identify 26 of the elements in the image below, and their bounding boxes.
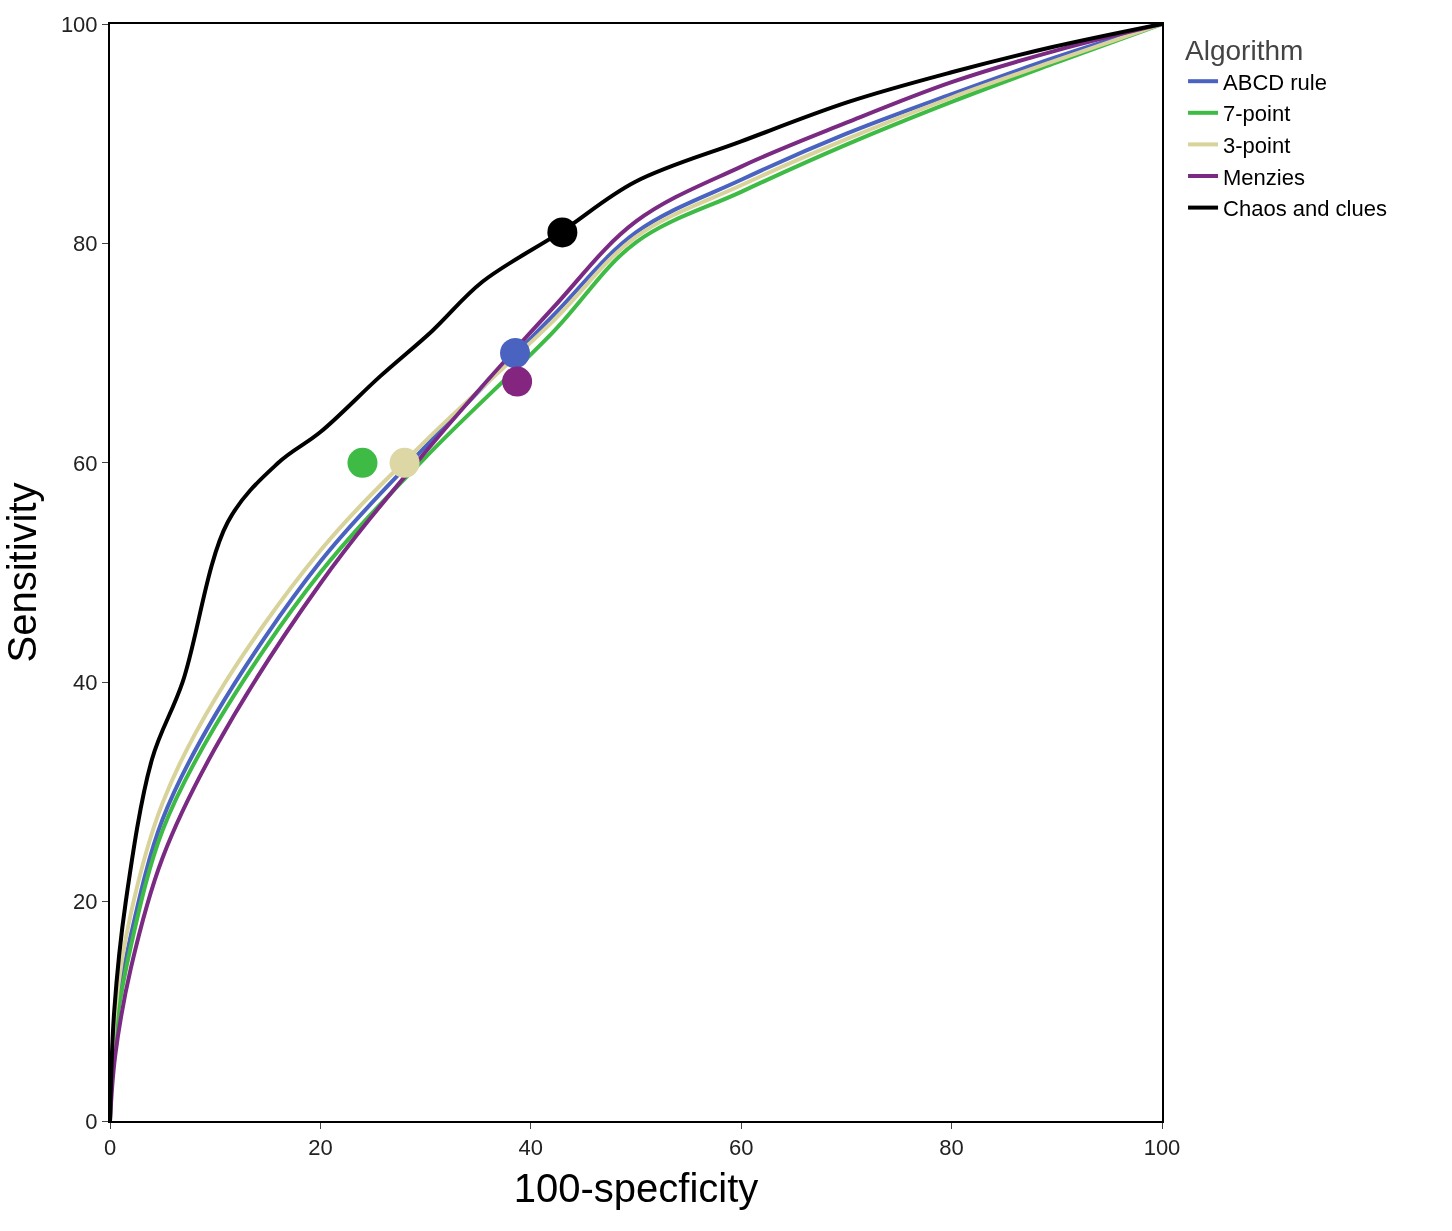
- x-tick-label: 80: [939, 1135, 964, 1161]
- legend-label: Menzies: [1223, 164, 1305, 190]
- legend-label: 3-point: [1223, 132, 1291, 158]
- y-tick-label: 20: [73, 889, 98, 915]
- y-tick-label: 0: [85, 1108, 98, 1134]
- legend-label: ABCD rule: [1223, 69, 1327, 95]
- legend-label: Chaos and clues: [1223, 196, 1387, 222]
- point: [389, 447, 420, 478]
- x-tick-label: 40: [518, 1135, 544, 1161]
- x-tick-label: 0: [103, 1135, 117, 1161]
- x-tick-label: 100: [1143, 1135, 1181, 1161]
- point: [347, 447, 378, 478]
- y-tick-label: 80: [73, 231, 98, 257]
- point: [502, 366, 533, 397]
- legend-label: 7-point: [1223, 101, 1291, 127]
- y-tick-label: 100: [60, 11, 98, 37]
- x-tick-label: 60: [728, 1135, 754, 1161]
- point: [547, 217, 578, 248]
- y-tick-label: 60: [73, 450, 98, 476]
- x-tick-label: 20: [308, 1135, 333, 1161]
- legend-title: Algorithm: [1185, 35, 1304, 67]
- line-series: [110, 24, 1162, 1121]
- point: [500, 338, 531, 369]
- y-axis-title: Sensitivity: [0, 482, 44, 663]
- y-tick-label: 40: [73, 669, 98, 695]
- x-axis-title: 100-specficity: [513, 1166, 759, 1211]
